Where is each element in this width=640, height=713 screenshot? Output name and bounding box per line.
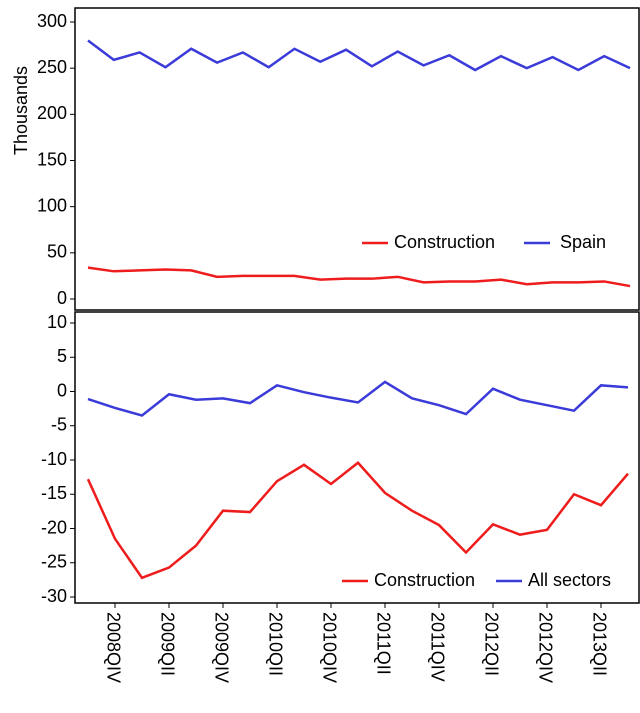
y-tick-label: -20 [41,517,67,537]
y-axis-label: Thousands [11,66,31,155]
y-tick-label: 10 [47,312,67,332]
plot-frame [74,7,640,311]
y-tick-label: -10 [41,449,67,469]
x-tick-label: 2012QII [481,612,501,676]
x-tick-label: 2009QII [157,612,177,676]
x-tick-label: 2011QIV [427,612,447,682]
legend-label: Spain [560,232,606,252]
y-tick-label: 150 [37,149,67,169]
x-tick-label: 2011QII [373,612,393,675]
legend-label: Construction [374,570,475,590]
y-tick-label: 0 [57,288,67,308]
y-tick-label: 100 [37,195,67,215]
y-tick-label: 200 [37,103,67,123]
y-tick-label: 50 [47,242,67,262]
y-tick-label: -15 [41,483,67,503]
legend-label: All sectors [528,570,611,590]
y-tick-label: -30 [41,586,67,606]
x-tick-label: 2013QII [589,612,609,676]
data-line [87,266,631,288]
plot-frame [74,311,640,604]
data-line [86,461,629,580]
y-tick-label: 250 [37,57,67,77]
y-tick-label: 300 [37,11,67,31]
x-tick-label: 2009QIV [211,612,231,683]
y-tick-label: 5 [57,346,67,366]
x-tick-label: 2012QIV [535,612,555,683]
y-tick-label: -25 [41,552,67,572]
x-tick-label: 2010QII [265,612,285,676]
y-tick-label: -5 [51,415,67,435]
data-line [87,39,631,72]
x-tick-label: 2010QIV [319,612,339,683]
y-tick-label: 0 [57,380,67,400]
data-line [87,380,629,417]
legend-label: Construction [394,232,495,252]
x-tick-label: 2008QIV [103,612,123,683]
